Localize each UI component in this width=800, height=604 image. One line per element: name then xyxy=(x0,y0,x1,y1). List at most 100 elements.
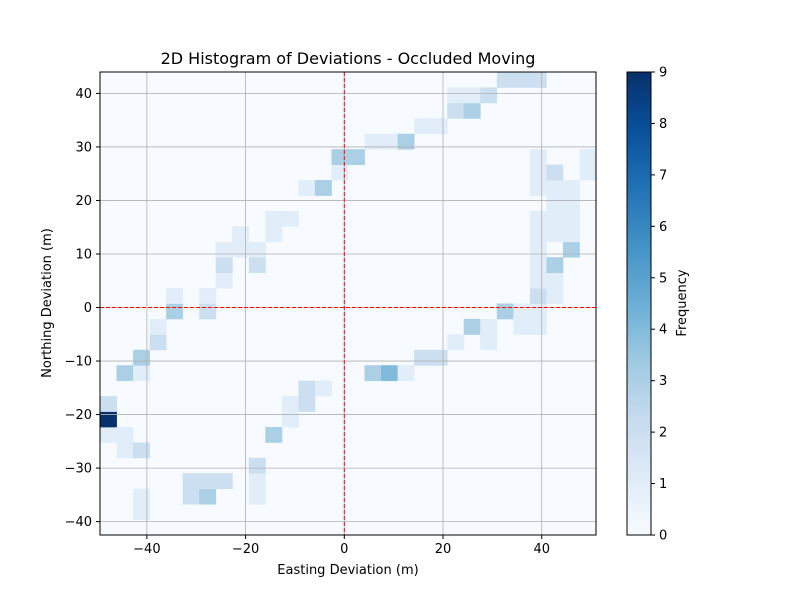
histogram-cell xyxy=(298,396,316,412)
histogram-cell xyxy=(546,180,564,196)
histogram-cell xyxy=(480,334,498,351)
histogram-cell xyxy=(529,318,547,335)
histogram-cell xyxy=(199,473,217,490)
histogram-cell xyxy=(447,87,465,104)
y-tick-label: 40 xyxy=(75,87,92,102)
colorbar-tick-label: 8 xyxy=(659,117,667,132)
histogram-cell xyxy=(100,426,117,443)
y-tick-label: 0 xyxy=(84,301,92,316)
x-axis-label: Easting Deviation (m) xyxy=(277,563,418,578)
histogram-cell xyxy=(513,303,531,320)
histogram-cell xyxy=(381,133,398,150)
histogram-cell xyxy=(199,303,217,320)
histogram-cell xyxy=(364,365,382,382)
histogram-cell xyxy=(298,180,316,196)
colorbar-ticks: 0 1 2 3 4 5 6 7 8 9 xyxy=(651,66,667,544)
histogram-cell xyxy=(562,180,580,196)
cells-layer xyxy=(100,72,597,535)
colorbar-tick-label: 9 xyxy=(659,66,667,81)
histogram-cell xyxy=(215,473,233,490)
histogram-cell xyxy=(463,318,481,335)
y-tick-label: 20 xyxy=(75,194,92,209)
histogram-cell xyxy=(265,226,283,243)
histogram-cell xyxy=(232,241,250,258)
histogram-cell xyxy=(529,226,547,243)
histogram-cell xyxy=(199,288,217,304)
histogram-cell xyxy=(414,349,432,366)
histogram-cell xyxy=(546,195,564,212)
y-tick-label: −10 xyxy=(65,355,92,370)
histogram-cell xyxy=(281,210,299,227)
histogram-cell xyxy=(529,272,547,289)
histogram-cell xyxy=(546,272,564,289)
histogram-cell xyxy=(281,411,299,428)
colorbar-tick-label: 5 xyxy=(659,271,667,286)
histogram-cell xyxy=(182,473,200,490)
histogram-cell xyxy=(133,349,150,366)
histogram-cell xyxy=(546,210,564,227)
histogram-cell xyxy=(149,334,167,351)
colorbar-tick-label: 0 xyxy=(659,529,667,544)
histogram-cell xyxy=(100,411,117,428)
histogram-cell xyxy=(265,426,283,443)
histogram-cell xyxy=(248,488,266,505)
histogram-cell xyxy=(529,149,547,165)
histogram-cell xyxy=(116,442,134,459)
histogram-cell xyxy=(513,318,531,335)
histogram-cell xyxy=(133,488,150,505)
histogram-cell xyxy=(166,303,184,320)
histogram-cell xyxy=(529,164,547,181)
histogram-cell xyxy=(298,380,316,397)
y-ticks: −40 −30 −20 −10 0 10 20 30 40 xyxy=(65,87,100,530)
histogram-cell xyxy=(133,442,150,459)
x-ticks: −40 −20 0 20 40 xyxy=(133,535,550,557)
colorbar-tick-label: 4 xyxy=(659,323,667,338)
histogram-cell xyxy=(546,226,564,243)
histogram-cell xyxy=(414,118,432,135)
histogram-cell xyxy=(215,272,233,289)
histogram-cell xyxy=(430,118,448,135)
histogram-cell xyxy=(463,102,481,119)
histogram-cell xyxy=(116,426,134,443)
y-tick-label: −20 xyxy=(65,408,92,423)
histogram-cell xyxy=(579,164,597,181)
histogram-cell xyxy=(166,288,184,304)
y-axis-label: Northing Deviation (m) xyxy=(40,228,55,378)
histogram-cell xyxy=(248,457,266,474)
x-tick-label: −40 xyxy=(133,542,160,557)
histogram-cell xyxy=(133,365,150,382)
histogram-cell xyxy=(149,318,167,335)
histogram-cell xyxy=(529,210,547,227)
histogram-cell xyxy=(248,241,266,258)
x-tick-label: −20 xyxy=(232,542,259,557)
histogram-cell xyxy=(529,241,547,258)
colorbar-tick-label: 2 xyxy=(659,426,667,441)
histogram-cell xyxy=(529,257,547,274)
histogram-cell xyxy=(397,133,415,150)
histogram-cell xyxy=(546,257,564,274)
y-tick-label: −30 xyxy=(65,462,92,477)
histogram-cell xyxy=(215,257,233,274)
histogram-cell xyxy=(265,210,283,227)
histogram-cell xyxy=(314,180,332,196)
histogram-cell xyxy=(562,210,580,227)
histogram-cell xyxy=(480,318,498,335)
y-tick-label: 10 xyxy=(75,247,92,262)
chart-title: 2D Histogram of Deviations - Occluded Mo… xyxy=(161,49,536,68)
histogram-cell xyxy=(397,365,415,382)
reference-lines xyxy=(100,72,596,535)
y-tick-label: −40 xyxy=(65,515,92,530)
histogram-cell xyxy=(364,133,382,150)
colorbar-tick-label: 1 xyxy=(659,477,667,492)
histogram-cell xyxy=(562,226,580,243)
histogram-cell xyxy=(281,396,299,412)
histogram-cell xyxy=(579,149,597,165)
x-tick-label: 0 xyxy=(340,542,348,557)
histogram-cell xyxy=(314,380,332,397)
histogram-cell xyxy=(562,241,580,258)
histogram-cell xyxy=(546,164,564,181)
x-tick-label: 20 xyxy=(435,542,452,557)
histogram-cell xyxy=(430,349,448,366)
